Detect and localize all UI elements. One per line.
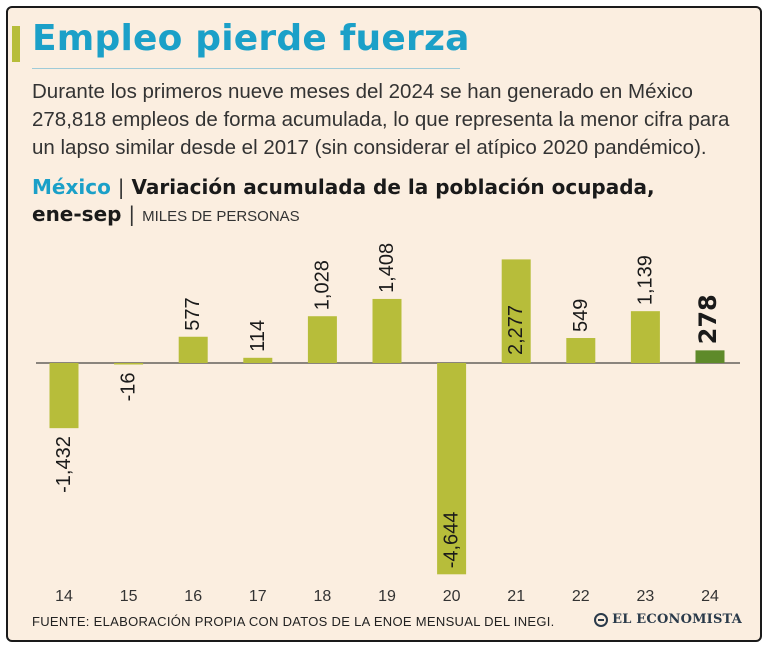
value-label-17: 114 bbox=[247, 320, 269, 352]
value-label-24: 278 bbox=[694, 294, 722, 344]
x-tick-label-22: 22 bbox=[572, 588, 590, 605]
value-label-21: 2,277 bbox=[505, 305, 527, 355]
value-label-19: 1,408 bbox=[376, 243, 398, 293]
value-label-22: 549 bbox=[570, 299, 592, 332]
chart-title: México | Variación acumulada de la pobla… bbox=[32, 174, 732, 230]
bar-23 bbox=[630, 311, 660, 363]
bar-19 bbox=[372, 298, 402, 363]
headline: Empleo pierde fuerza bbox=[32, 18, 470, 59]
chart-title-period: ene-sep bbox=[32, 202, 122, 226]
logo-icon bbox=[594, 612, 609, 627]
value-label-20: -4,644 bbox=[441, 512, 463, 569]
value-label-16: 577 bbox=[182, 297, 204, 330]
value-label-18: 1,028 bbox=[311, 260, 333, 310]
value-label-15: -16 bbox=[118, 373, 140, 402]
x-tick-label-21: 21 bbox=[507, 588, 525, 605]
value-label-23: 1,139 bbox=[634, 255, 656, 305]
chart-title-main: Variación acumulada de la población ocup… bbox=[131, 175, 655, 199]
source-note: FUENTE: ELABORACIÓN PROPIA CON DATOS DE … bbox=[32, 614, 555, 629]
x-tick-label-14: 14 bbox=[55, 588, 73, 605]
logo-text: EL ECONOMISTA bbox=[612, 612, 742, 627]
el-economista-logo: EL ECONOMISTA bbox=[594, 612, 742, 627]
bar-24 bbox=[695, 350, 725, 363]
x-tick-label-19: 19 bbox=[378, 588, 396, 605]
bar-17 bbox=[243, 357, 273, 363]
bar-22 bbox=[566, 338, 596, 363]
bar-18 bbox=[307, 316, 337, 363]
chart-units-label: MILES DE PERSONAS bbox=[142, 208, 300, 225]
chart-title-separator-2: | bbox=[128, 202, 136, 226]
x-tick-label-15: 15 bbox=[120, 588, 138, 605]
infographic-card: Empleo pierde fuerza Durante los primero… bbox=[6, 6, 762, 642]
bar-15 bbox=[114, 363, 144, 365]
x-tick-label-24: 24 bbox=[701, 588, 719, 605]
x-tick-label-23: 23 bbox=[637, 588, 655, 605]
headline-rule bbox=[32, 68, 460, 69]
x-tick-label-18: 18 bbox=[314, 588, 332, 605]
intro-paragraph: Durante los primeros nueve meses del 202… bbox=[32, 80, 730, 159]
value-label-14: -1,432 bbox=[53, 436, 75, 493]
x-tick-label-17: 17 bbox=[249, 588, 267, 605]
bar-20 bbox=[437, 363, 467, 575]
chart-title-country: México bbox=[32, 175, 111, 199]
bar-16 bbox=[178, 336, 208, 363]
accent-bar bbox=[12, 26, 20, 62]
bar-14 bbox=[49, 363, 79, 429]
x-tick-label-16: 16 bbox=[184, 588, 202, 605]
chart-title-separator: | bbox=[117, 175, 125, 199]
x-tick-label-20: 20 bbox=[443, 588, 461, 605]
bar-chart: -1,432 14 -16 15 577 16 114 17 1,028 18 1,408 19 -4,… bbox=[36, 243, 740, 605]
bar-21 bbox=[501, 259, 531, 363]
